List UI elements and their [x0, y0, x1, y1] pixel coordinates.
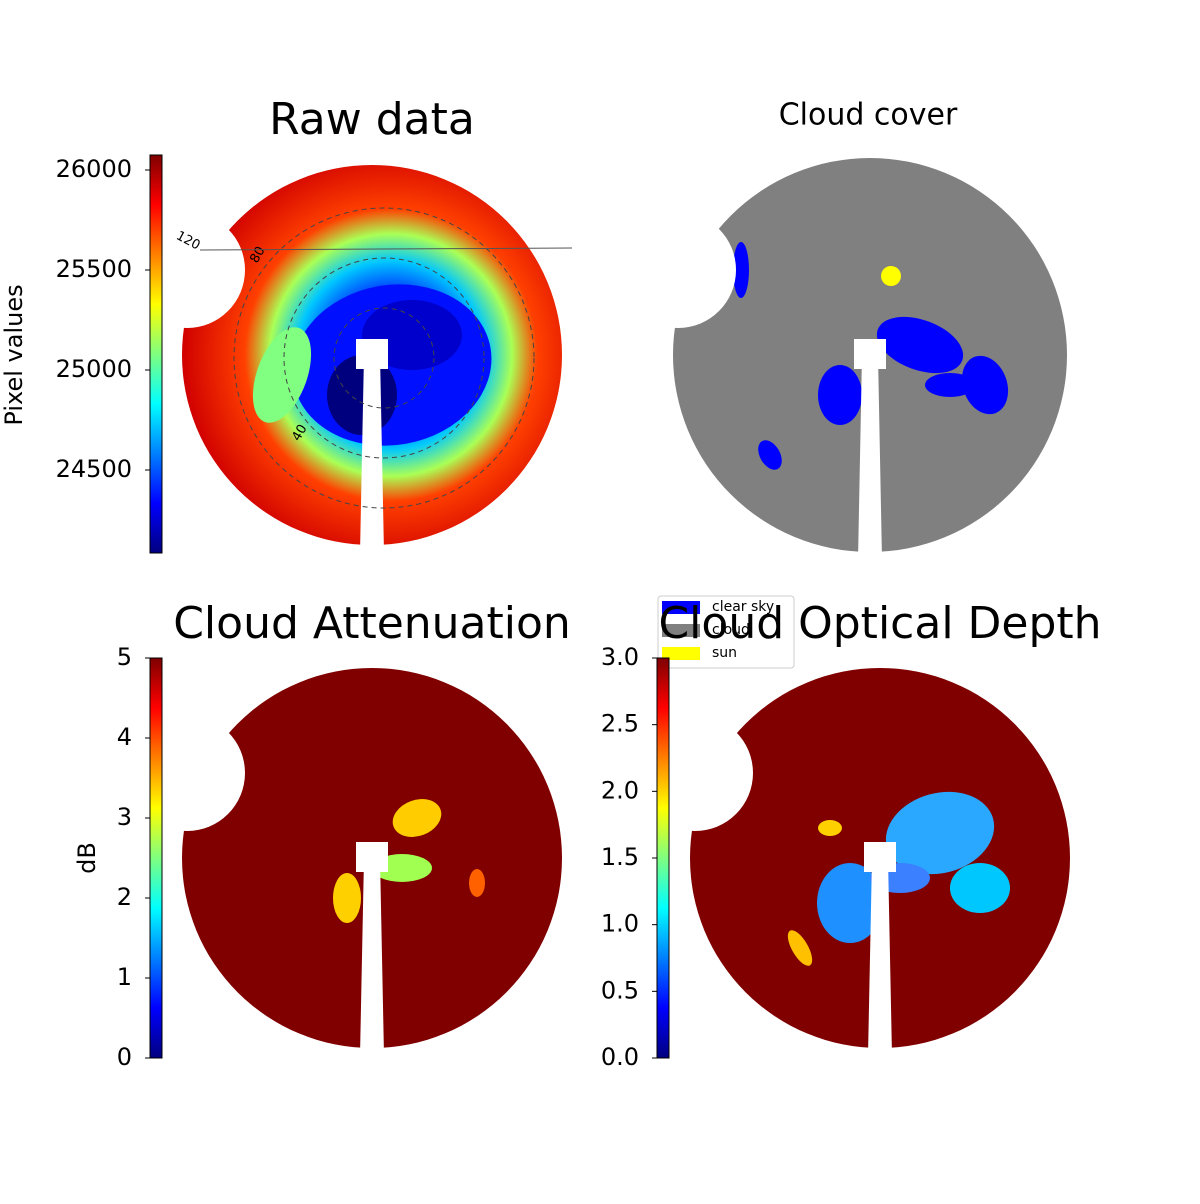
legend-swatch — [662, 601, 700, 614]
legend-swatch — [662, 647, 700, 660]
colorbar-tick-label: 2 — [117, 883, 132, 911]
sky-region — [392, 799, 442, 837]
sky-region — [925, 373, 975, 397]
panel-title: Cloud cover — [779, 98, 958, 133]
panel: Cloud Optical Depth 0.0 0.5 1.0 1.5 2.0 2.5 3.0 — [601, 598, 1102, 1071]
image-mask — [360, 858, 384, 1056]
panel: Cloud Attenuation 0 1 2 3 4 5 dB — [73, 598, 571, 1071]
polar-grid — [283, 257, 485, 459]
sun-marker — [881, 266, 901, 286]
colorbar-tick-label: 24500 — [56, 455, 132, 483]
colorbar-tick-label: 1.5 — [601, 843, 639, 871]
sky-region — [950, 863, 1010, 913]
polar-grid — [199, 247, 573, 251]
sky-region — [733, 242, 749, 298]
image-mask — [356, 842, 388, 872]
colorbar-tick-label: 5 — [117, 643, 132, 671]
colorbar-tick-label: 26000 — [56, 155, 132, 183]
colorbar — [149, 154, 163, 554]
image-mask — [356, 339, 388, 369]
colorbar-tick-label: 25500 — [56, 255, 132, 283]
colorbar-tick-label: 0.0 — [601, 1043, 639, 1071]
panel: clear sky cloud sun Cloud cover — [620, 98, 1067, 669]
image-mask — [620, 212, 736, 328]
colorbar-tick-label: 4 — [117, 723, 132, 751]
image-mask — [858, 355, 882, 560]
colorbar-tick-label: 2.5 — [601, 710, 639, 738]
sky-region — [758, 440, 782, 470]
image-mask — [129, 715, 245, 831]
colorbar-tick-label: 3.0 — [601, 643, 639, 671]
colorbar-tick-label: 0.5 — [601, 976, 639, 1004]
sky-region — [469, 869, 485, 897]
sky-region — [817, 863, 883, 943]
colorbar-label: dB — [73, 842, 101, 874]
colorbar-tick-label: 1.0 — [601, 910, 639, 938]
sky-region — [818, 365, 862, 425]
legend-label: clear sky — [712, 599, 774, 615]
polar-grid — [233, 207, 535, 509]
panel-title: Cloud Attenuation — [173, 598, 571, 649]
colorbar-label: Pixel values — [0, 284, 28, 425]
legend-label: sun — [712, 645, 737, 661]
colorbar — [656, 657, 670, 1059]
sky-region — [876, 316, 964, 374]
legend-swatch — [662, 624, 700, 637]
colorbar-tick-label: 2.0 — [601, 776, 639, 804]
legend-label: cloud — [712, 622, 750, 638]
sky-region — [252, 327, 312, 423]
image-mask — [868, 858, 892, 1056]
sky-region — [787, 930, 813, 966]
image-mask — [854, 339, 886, 369]
image-mask — [360, 355, 384, 553]
sky-region — [885, 791, 995, 875]
panel-title: Cloud Optical Depth — [658, 598, 1101, 649]
sky-region — [818, 820, 842, 836]
image-mask — [637, 715, 753, 831]
image-mask — [864, 842, 896, 872]
polar-grid — [333, 307, 435, 409]
colorbar — [149, 657, 163, 1059]
colorbar-tick-label: 1 — [117, 963, 132, 991]
panel-title: Raw data — [269, 94, 475, 145]
colorbar-tick-label: 3 — [117, 803, 132, 831]
colorbar-tick-label: 25000 — [56, 355, 132, 383]
polar-annotation: 40 — [289, 422, 310, 444]
colorbar-tick-label: 0 — [117, 1043, 132, 1071]
sky-region — [333, 873, 361, 923]
sky-region — [961, 355, 1009, 415]
